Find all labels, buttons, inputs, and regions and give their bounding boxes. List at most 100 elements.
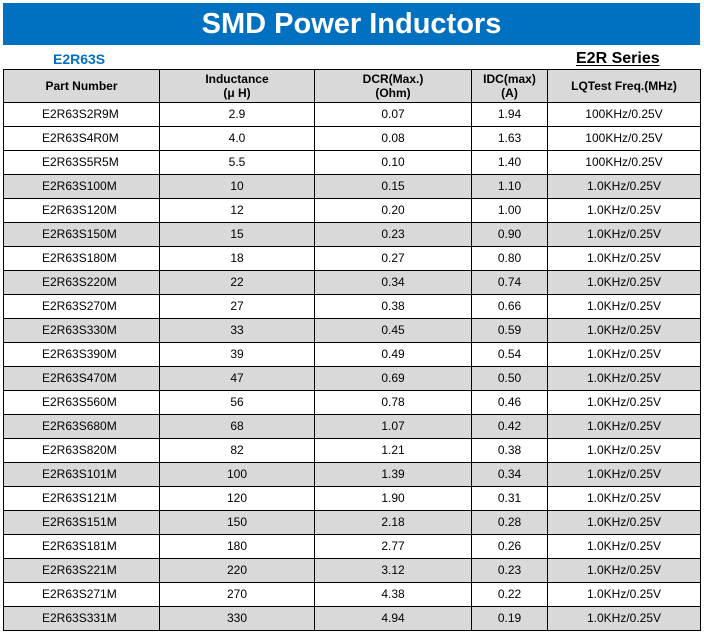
col-header-line1: Part Number — [45, 79, 118, 93]
test-freq-cell: 1.0KHz/0.25V — [547, 582, 701, 607]
idc-cell: 0.23 — [471, 558, 548, 583]
dcr-cell: 0.49 — [314, 342, 472, 367]
part-number-cell: E2R63S560M — [3, 390, 160, 415]
spec-table: Part Number Inductance (μ H) DCR(Max.) (… — [3, 69, 701, 631]
idc-cell: 0.46 — [471, 390, 548, 415]
part-number-cell: E2R63S2R9M — [3, 102, 160, 127]
inductance-cell: 100 — [159, 462, 315, 487]
dcr-cell: 2.77 — [314, 534, 472, 559]
inductance-cell: 12 — [159, 198, 315, 223]
table-row: E2R63S100M 10 0.15 1.10 1.0KHz/0.25V — [3, 174, 701, 199]
test-freq-cell: 1.0KHz/0.25V — [547, 174, 701, 199]
table-row: E2R63S180M 18 0.27 0.80 1.0KHz/0.25V — [3, 246, 701, 271]
inductance-cell: 18 — [159, 246, 315, 271]
idc-cell: 0.80 — [471, 246, 548, 271]
part-number-cell: E2R63S221M — [3, 558, 160, 583]
idc-cell: 0.26 — [471, 534, 548, 559]
idc-cell: 0.42 — [471, 414, 548, 439]
part-number-cell: E2R63S180M — [3, 246, 160, 271]
dcr-cell: 0.34 — [314, 270, 472, 295]
table-row: E2R63S101M 100 1.39 0.34 1.0KHz/0.25V — [3, 462, 701, 487]
idc-cell: 0.28 — [471, 510, 548, 535]
col-header-inductance: Inductance (μ H) — [159, 69, 315, 103]
test-freq-cell: 1.0KHz/0.25V — [547, 438, 701, 463]
table-row: E2R63S150M 15 0.23 0.90 1.0KHz/0.25V — [3, 222, 701, 247]
table-row: E2R63S221M 220 3.12 0.23 1.0KHz/0.25V — [3, 558, 701, 583]
test-freq-cell: 1.0KHz/0.25V — [547, 294, 701, 319]
idc-cell: 0.19 — [471, 606, 548, 631]
inductance-cell: 33 — [159, 318, 315, 343]
table-row: E2R63S270M 27 0.38 0.66 1.0KHz/0.25V — [3, 294, 701, 319]
idc-cell: 0.38 — [471, 438, 548, 463]
table-row: E2R63S4R0M 4.0 0.08 1.63 100KHz/0.25V — [3, 126, 701, 151]
part-number-cell: E2R63S120M — [3, 198, 160, 223]
dcr-cell: 0.20 — [314, 198, 472, 223]
inductance-cell: 39 — [159, 342, 315, 367]
dcr-cell: 4.94 — [314, 606, 472, 631]
idc-cell: 1.40 — [471, 150, 548, 175]
test-freq-cell: 1.0KHz/0.25V — [547, 534, 701, 559]
idc-cell: 0.50 — [471, 366, 548, 391]
inductance-cell: 5.5 — [159, 150, 315, 175]
table-row: E2R63S120M 12 0.20 1.00 1.0KHz/0.25V — [3, 198, 701, 223]
table-row: E2R63S560M 56 0.78 0.46 1.0KHz/0.25V — [3, 390, 701, 415]
table-row: E2R63S820M 82 1.21 0.38 1.0KHz/0.25V — [3, 438, 701, 463]
dcr-cell: 1.21 — [314, 438, 472, 463]
idc-cell: 1.94 — [471, 102, 548, 127]
test-freq-cell: 1.0KHz/0.25V — [547, 342, 701, 367]
test-freq-cell: 1.0KHz/0.25V — [547, 462, 701, 487]
part-number-cell: E2R63S100M — [3, 174, 160, 199]
part-number-cell: E2R63S270M — [3, 294, 160, 319]
dcr-cell: 4.38 — [314, 582, 472, 607]
table-row: E2R63S470M 47 0.69 0.50 1.0KHz/0.25V — [3, 366, 701, 391]
test-freq-cell: 100KHz/0.25V — [547, 150, 701, 175]
dcr-cell: 0.38 — [314, 294, 472, 319]
col-header-line2: (A) — [501, 86, 518, 100]
col-header-line2: (μ H) — [223, 86, 251, 100]
table-row: E2R63S330M 33 0.45 0.59 1.0KHz/0.25V — [3, 318, 701, 343]
table-row: E2R63S181M 180 2.77 0.26 1.0KHz/0.25V — [3, 534, 701, 559]
col-header-line1: DCR(Max.) — [362, 72, 424, 86]
idc-cell: 0.22 — [471, 582, 548, 607]
test-freq-cell: 1.0KHz/0.25V — [547, 390, 701, 415]
dcr-cell: 0.78 — [314, 390, 472, 415]
inductance-cell: 56 — [159, 390, 315, 415]
table-row: E2R63S331M 330 4.94 0.19 1.0KHz/0.25V — [3, 606, 701, 631]
idc-cell: 0.74 — [471, 270, 548, 295]
page-title: SMD Power Inductors — [3, 3, 700, 45]
test-freq-cell: 1.0KHz/0.25V — [547, 606, 701, 631]
test-freq-cell: 100KHz/0.25V — [547, 102, 701, 127]
test-freq-cell: 1.0KHz/0.25V — [547, 270, 701, 295]
inductance-cell: 270 — [159, 582, 315, 607]
inductance-cell: 150 — [159, 510, 315, 535]
part-number-cell: E2R63S5R5M — [3, 150, 160, 175]
dcr-cell: 0.15 — [314, 174, 472, 199]
part-number-cell: E2R63S680M — [3, 414, 160, 439]
table-row: E2R63S121M 120 1.90 0.31 1.0KHz/0.25V — [3, 486, 701, 511]
table-row: E2R63S680M 68 1.07 0.42 1.0KHz/0.25V — [3, 414, 701, 439]
inductance-cell: 2.9 — [159, 102, 315, 127]
dcr-cell: 3.12 — [314, 558, 472, 583]
inductance-cell: 10 — [159, 174, 315, 199]
test-freq-cell: 1.0KHz/0.25V — [547, 222, 701, 247]
table-row: E2R63S220M 22 0.34 0.74 1.0KHz/0.25V — [3, 270, 701, 295]
inductance-cell: 27 — [159, 294, 315, 319]
test-freq-cell: 100KHz/0.25V — [547, 126, 701, 151]
inductance-cell: 220 — [159, 558, 315, 583]
test-freq-cell: 1.0KHz/0.25V — [547, 558, 701, 583]
test-freq-cell: 1.0KHz/0.25V — [547, 198, 701, 223]
idc-cell: 0.34 — [471, 462, 548, 487]
table-row: E2R63S151M 150 2.18 0.28 1.0KHz/0.25V — [3, 510, 701, 535]
inductance-cell: 4.0 — [159, 126, 315, 151]
inductance-cell: 15 — [159, 222, 315, 247]
col-header-line1: Inductance — [205, 72, 269, 86]
part-number-cell: E2R63S101M — [3, 462, 160, 487]
dcr-cell: 0.10 — [314, 150, 472, 175]
dcr-cell: 0.23 — [314, 222, 472, 247]
part-number-cell: E2R63S121M — [3, 486, 160, 511]
part-number-cell: E2R63S820M — [3, 438, 160, 463]
inductance-cell: 180 — [159, 534, 315, 559]
header-row: Part Number Inductance (μ H) DCR(Max.) (… — [3, 69, 701, 103]
test-freq-cell: 1.0KHz/0.25V — [547, 318, 701, 343]
part-number-cell: E2R63S331M — [3, 606, 160, 631]
